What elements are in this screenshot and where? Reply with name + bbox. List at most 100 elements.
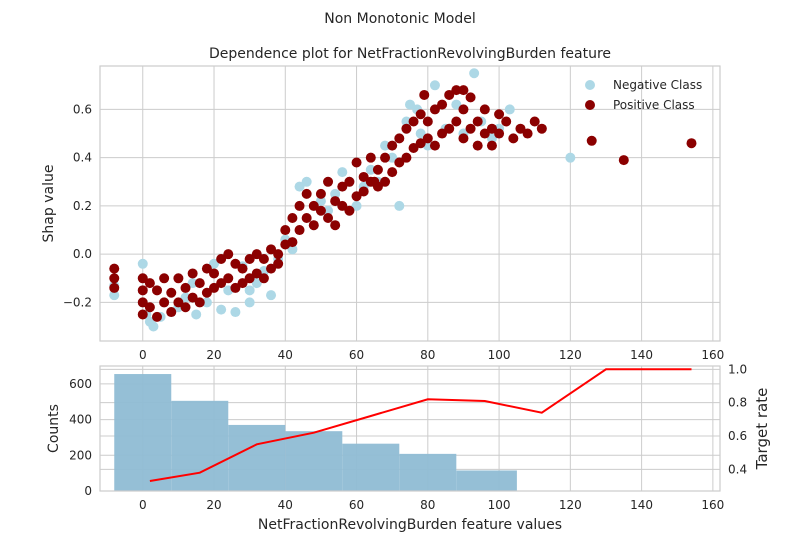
positive-class-point — [237, 263, 248, 274]
positive-class-point — [315, 205, 326, 216]
top-x-tick-label: 0 — [139, 348, 147, 362]
histogram-bar — [456, 470, 517, 491]
positive-class-point — [266, 263, 277, 274]
positive-class-point — [109, 273, 120, 284]
positive-class-point — [444, 123, 455, 134]
positive-class-point — [223, 273, 234, 284]
positive-class-point — [308, 220, 319, 231]
legend-label: Positive Class — [613, 98, 695, 112]
positive-class-point — [380, 152, 391, 163]
top-x-tick-label: 20 — [206, 348, 221, 362]
legend-label: Negative Class — [613, 78, 702, 92]
bottom-plot-frame — [99, 365, 721, 492]
positive-class-point — [337, 200, 348, 211]
top-scatter-points — [109, 68, 697, 332]
positive-class-point — [280, 225, 291, 236]
bottom-x-tick-label: 60 — [349, 498, 364, 512]
positive-class-point — [444, 89, 455, 100]
positive-class-point — [173, 273, 184, 284]
positive-class-point — [365, 152, 376, 163]
negative-class-point — [565, 152, 576, 163]
positive-class-point — [109, 282, 120, 293]
negative-class-point — [330, 188, 341, 199]
top-x-tick-label: 140 — [630, 348, 653, 362]
positive-class-point — [494, 128, 505, 139]
positive-class-point — [351, 157, 362, 168]
positive-class-point — [536, 123, 547, 134]
bottom-y-axis-label: Counts — [46, 404, 62, 453]
negative-class-point — [294, 181, 305, 192]
positive-class-point — [429, 104, 440, 115]
bottom-y-tick-label: 600 — [69, 377, 92, 391]
top-x-tick-label: 120 — [559, 348, 582, 362]
positive-class-point — [408, 143, 419, 154]
positive-class-point — [315, 188, 326, 199]
positive-class-point — [422, 116, 433, 127]
bottom-x-tick-label: 80 — [420, 498, 435, 512]
bottom-x-tick-labels: 0 20 40 60 80 100 120 140 160 — [139, 498, 724, 512]
histogram-bars — [114, 374, 517, 491]
positive-class-point — [152, 311, 163, 322]
positive-class-point — [372, 164, 383, 175]
positive-class-point — [415, 138, 426, 149]
bottom-x-tick-label: 100 — [488, 498, 511, 512]
negative-class-point — [137, 258, 148, 269]
positive-class-point — [394, 133, 405, 144]
positive-class-point — [159, 273, 170, 284]
positive-class-point — [458, 133, 469, 144]
positive-class-point — [401, 123, 412, 134]
positive-class-point — [472, 116, 483, 127]
negative-class-point — [415, 128, 426, 139]
legend-marker — [585, 100, 595, 110]
positive-class-point — [258, 273, 269, 284]
negative-class-point — [429, 80, 440, 91]
negative-class-point — [394, 200, 405, 211]
positive-class-point — [244, 253, 255, 264]
negative-class-point — [244, 297, 255, 308]
bottom-y-tick-label: 200 — [69, 448, 92, 462]
positive-class-point — [137, 309, 148, 320]
positive-class-point — [486, 123, 497, 134]
bottom-x-tick-label: 40 — [278, 498, 293, 512]
bottom-x-tick-label: 0 — [139, 498, 147, 512]
positive-class-point — [387, 167, 398, 178]
negative-class-point — [266, 290, 277, 301]
positive-class-point — [451, 116, 462, 127]
positive-class-point — [187, 268, 198, 279]
top-y-tick-label: −0.2 — [63, 295, 92, 309]
bottom-x-tick-label: 120 — [559, 498, 582, 512]
positive-class-point — [437, 128, 448, 139]
positive-class-point — [223, 249, 234, 260]
positive-class-point — [201, 287, 212, 298]
positive-class-point — [458, 104, 469, 115]
bottom-x-tick-label: 140 — [630, 498, 653, 512]
positive-class-point — [194, 297, 205, 308]
positive-class-point — [358, 171, 369, 182]
negative-class-point — [405, 99, 415, 110]
positive-class-point — [486, 140, 497, 151]
negative-class-point — [323, 205, 334, 216]
positive-class-point — [194, 278, 205, 289]
bottom-y2-tick-label: 0.4 — [728, 462, 747, 476]
positive-class-point — [287, 212, 298, 223]
positive-class-point — [287, 237, 298, 248]
top-chart-title: Dependence plot for NetFractionRevolving… — [209, 46, 611, 62]
positive-class-point — [180, 302, 191, 313]
positive-class-point — [216, 253, 227, 264]
positive-class-point — [159, 297, 170, 308]
negative-class-point — [504, 104, 515, 115]
positive-class-point — [394, 157, 405, 168]
positive-class-point — [209, 268, 220, 279]
positive-class-point — [586, 135, 597, 146]
positive-class-point — [166, 307, 177, 318]
bottom-y-tick-labels: 0 200 400 600 — [69, 377, 92, 498]
negative-class-point — [387, 152, 398, 163]
histogram-bar — [228, 424, 286, 491]
negative-class-point — [244, 285, 255, 296]
top-x-tick-label: 80 — [420, 348, 435, 362]
positive-class-point — [230, 282, 241, 293]
positive-class-point — [429, 140, 440, 151]
positive-class-point — [258, 253, 269, 264]
target-rate-line — [149, 368, 692, 482]
